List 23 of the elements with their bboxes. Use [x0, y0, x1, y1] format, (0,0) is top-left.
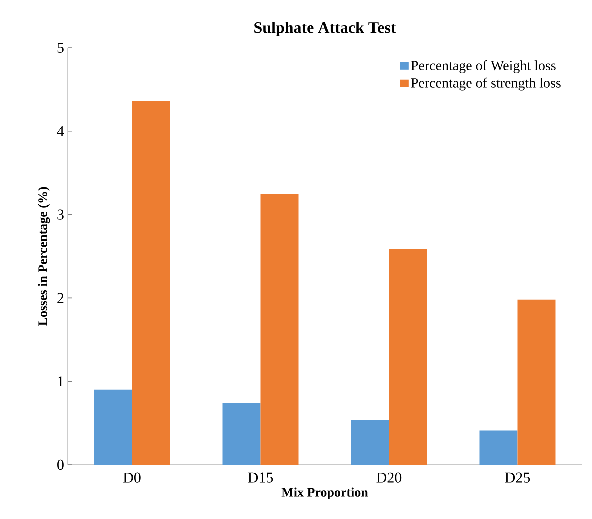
x-tick-label: D0 [124, 472, 141, 483]
y-tick-label: 1 [58, 376, 64, 387]
bar [351, 420, 390, 465]
y-axis-title: Losses in Percentage (%) [38, 187, 50, 326]
y-tick-label: 5 [58, 43, 64, 53]
bar [222, 403, 261, 465]
y-tick-label: 0 [58, 460, 64, 470]
chart-title: Sulphate Attack Test [254, 22, 396, 36]
x-tick-label: D15 [248, 472, 274, 483]
legend-label: Percentage of strength loss [411, 78, 561, 91]
x-axis-title: Mix Proportion [282, 488, 368, 500]
x-tick-label: D25 [505, 472, 530, 483]
y-tick-label: 4 [57, 126, 64, 136]
bar [518, 300, 556, 465]
x-tick-label: D20 [376, 472, 402, 483]
y-tick-label: 2 [58, 293, 64, 304]
bar [94, 390, 132, 465]
bar [260, 194, 299, 465]
bar [132, 101, 170, 465]
legend-label: Percentage of Weight loss [411, 60, 556, 74]
y-tick-label: 3 [58, 210, 64, 220]
bar [389, 248, 428, 465]
bar [480, 430, 518, 465]
